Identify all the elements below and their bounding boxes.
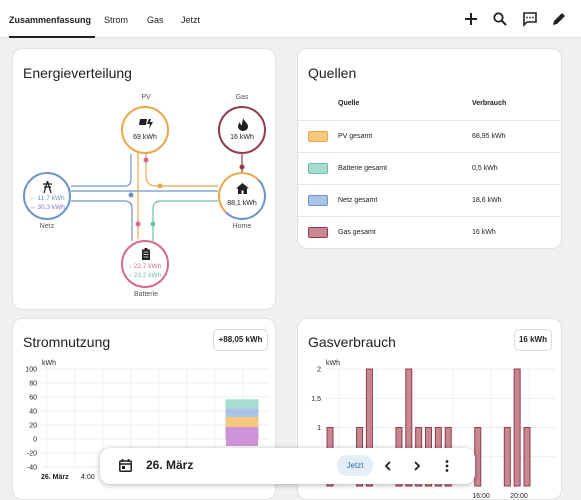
battery-charge-value: ↑ 23,2 kWh xyxy=(128,272,162,279)
y-tick-label: 1,5 xyxy=(311,396,321,403)
home-value: 88,1 kWh xyxy=(227,200,257,207)
power-total-badge: +88,05 kWh xyxy=(213,329,268,351)
pv-value: 69 kWh xyxy=(133,134,157,141)
source-value: 18,6 kWh xyxy=(472,197,502,204)
grid-node-label: Netz xyxy=(39,223,55,230)
pv-node-label: PV xyxy=(141,94,151,101)
card-title: Gasverbrauch xyxy=(308,334,396,350)
now-button[interactable]: Jetzt xyxy=(337,455,373,476)
card-title: Quellen xyxy=(308,65,357,81)
source-name: PV gesamt xyxy=(338,133,373,140)
y-axis-unit: kWh xyxy=(42,360,56,367)
home-icon xyxy=(236,183,249,194)
y-tick-label: 2 xyxy=(317,367,321,374)
source-value: 68,95 kWh xyxy=(472,133,506,140)
plus-icon[interactable] xyxy=(463,11,479,27)
chat-icon[interactable] xyxy=(522,11,538,27)
home-node[interactable]: 88,1 kWh xyxy=(218,172,266,220)
current-date[interactable]: 26. März xyxy=(146,458,194,472)
chevron-left-icon[interactable] xyxy=(382,460,394,472)
gas-bar xyxy=(513,368,521,487)
table-row[interactable]: Batterie gesamt 0,5 kWh xyxy=(298,152,562,184)
tab-strom[interactable]: Strom xyxy=(104,15,129,25)
y-tick-label: 1 xyxy=(317,425,321,432)
tab-zusammenfassung[interactable]: Zusammenfassung xyxy=(9,0,95,38)
y-tick-label: 20 xyxy=(29,423,37,430)
bar-segment xyxy=(225,399,259,409)
battery-node[interactable]: ↓ 22,7 kWh ↑ 23,2 kWh xyxy=(121,240,169,288)
x-tick-label: 4:00 xyxy=(81,474,95,481)
pencil-icon[interactable] xyxy=(551,11,567,27)
source-value: 16 kWh xyxy=(472,229,496,236)
power-usage-chart: kWh 100 80 60 40 20 0 -20 -40 26. März 4:00 xyxy=(25,360,269,481)
gas-node-label: Gas xyxy=(235,94,249,101)
battery-icon xyxy=(142,248,150,260)
x-tick-label: 16:00 xyxy=(472,493,490,500)
table-row[interactable]: Gas gesamt 16 kWh xyxy=(298,216,562,248)
bar-segment xyxy=(225,425,259,440)
y-tick-label: 80 xyxy=(29,381,37,388)
grid-export-value: → 30,3 kWh xyxy=(29,204,65,211)
y-tick-label: 100 xyxy=(25,367,37,374)
sources-card: Quellen Quelle Verbrauch PV gesamt 68,95 … xyxy=(297,48,562,249)
y-axis-unit: kWh xyxy=(326,360,340,367)
table-row[interactable]: PV gesamt 68,95 kWh xyxy=(298,120,562,152)
card-title: Energieverteilung xyxy=(23,65,132,81)
source-name: Netz gesamt xyxy=(338,197,378,204)
gas-bar xyxy=(523,427,531,487)
color-swatch xyxy=(308,227,328,238)
gas-value: 16 kWh xyxy=(230,134,254,141)
bar-segment xyxy=(225,407,259,418)
gas-bar xyxy=(474,427,482,487)
color-swatch xyxy=(308,131,328,142)
chevron-right-icon[interactable] xyxy=(411,460,423,472)
bar-segment-negative xyxy=(226,439,258,446)
solar-panel-icon xyxy=(139,119,153,129)
gas-bar xyxy=(405,368,413,487)
x-tick-label: 26. März xyxy=(41,474,69,481)
battery-node-label: Batterie xyxy=(133,291,159,298)
gas-total-badge: 16 kWh xyxy=(514,329,552,351)
search-icon[interactable] xyxy=(492,11,508,27)
gas-bar xyxy=(365,368,373,487)
color-swatch xyxy=(308,195,328,206)
energy-flow-diagram xyxy=(71,152,245,241)
color-swatch xyxy=(308,163,328,174)
transmission-tower-icon xyxy=(43,181,52,193)
pv-node[interactable]: 69 kWh xyxy=(121,106,169,154)
gas-node[interactable]: 16 kWh xyxy=(218,106,266,154)
source-value: 0,5 kWh xyxy=(472,165,498,172)
y-tick-label: -20 xyxy=(27,451,37,458)
table-row[interactable]: Netz gesamt 18,6 kWh xyxy=(298,184,562,216)
tab-gas[interactable]: Gas xyxy=(147,15,164,25)
date-navigation-bar: 26. März Jetzt xyxy=(100,448,475,484)
energy-distribution-card: Energieverteilung PV 69 kWh Gas 16 kWh ←… xyxy=(12,48,276,310)
grid-node[interactable]: ← 11,7 kWh → 30,3 kWh xyxy=(23,172,71,220)
bar-segment xyxy=(225,416,259,427)
top-app-bar: Zusammenfassung Strom Gas Jetzt xyxy=(0,0,581,38)
gas-bar xyxy=(503,427,511,487)
y-tick-label: 40 xyxy=(29,409,37,416)
grid-import-value: ← 11,7 kWh xyxy=(29,195,65,202)
more-vertical-icon[interactable] xyxy=(441,459,453,473)
y-tick-label: 60 xyxy=(29,395,37,402)
source-name: Batterie gesamt xyxy=(338,165,388,172)
tab-jetzt[interactable]: Jetzt xyxy=(181,15,201,25)
column-header-source: Quelle xyxy=(338,100,360,107)
battery-discharge-value: ↓ 22,7 kWh xyxy=(128,263,162,270)
home-node-label: Home xyxy=(232,223,252,230)
y-tick-label: -40 xyxy=(27,465,37,472)
x-tick-label: 20:00 xyxy=(510,493,528,500)
fire-icon xyxy=(238,118,248,131)
y-tick-label: 0 xyxy=(33,437,37,444)
source-name: Gas gesamt xyxy=(338,229,376,236)
calendar-icon[interactable] xyxy=(119,459,132,472)
card-title: Stromnutzung xyxy=(23,334,111,350)
column-header-usage: Verbrauch xyxy=(472,100,507,107)
